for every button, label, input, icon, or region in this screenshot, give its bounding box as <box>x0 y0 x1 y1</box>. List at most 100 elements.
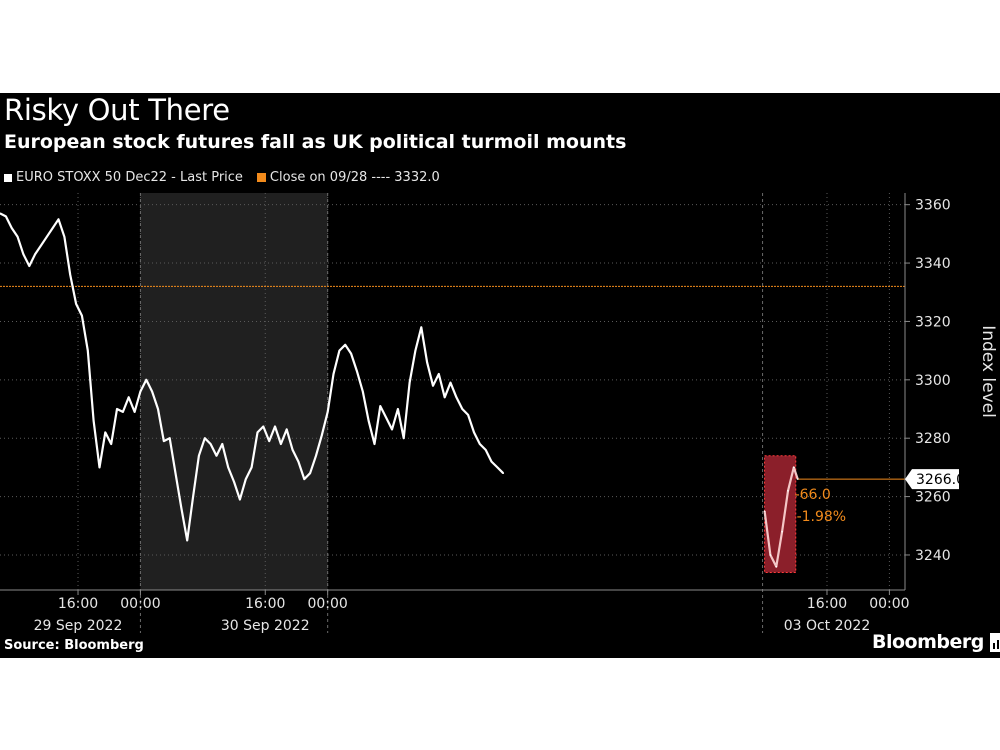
x-tick-label-4: 16:00 <box>807 596 847 612</box>
price-point-42 <box>244 478 247 480</box>
legend-label-close: Close on 09/28 ---- 3332.0 <box>269 170 440 185</box>
price-point-86 <box>502 472 505 475</box>
price-point-85 <box>496 466 499 469</box>
price-point-74 <box>432 384 434 387</box>
price-point-0 <box>0 212 1 215</box>
x-tick-label-0: 16:00 <box>58 596 98 612</box>
price-point-55 <box>321 434 323 437</box>
price-point-67 <box>391 428 393 431</box>
price-point-47 <box>274 425 276 428</box>
price-point-93 <box>796 478 799 480</box>
price-point-23 <box>133 411 136 413</box>
price-point-90 <box>781 530 783 533</box>
price-point-37 <box>215 454 218 457</box>
price-point-80 <box>467 414 469 416</box>
session-shading <box>140 193 328 590</box>
price-point-26 <box>151 390 153 393</box>
chart-card: Risky Out There European stock futures f… <box>0 93 1000 658</box>
price-point-71 <box>414 349 417 352</box>
price-point-12 <box>69 273 72 276</box>
change-percent-label: -1.98% <box>797 509 847 525</box>
price-point-53 <box>309 472 311 475</box>
price-point-44 <box>256 431 259 434</box>
price-point-41 <box>239 498 241 501</box>
last-value-tag-label: 3266.0 <box>916 472 965 488</box>
price-point-83 <box>484 449 487 451</box>
chart-subtitle: European stock futures fall as UK politi… <box>4 131 627 153</box>
price-point-16 <box>92 419 95 422</box>
price-point-46 <box>268 440 270 442</box>
price-point-69 <box>402 437 405 440</box>
price-point-25 <box>145 379 148 381</box>
source-note: Source: Bloomberg <box>4 638 144 653</box>
y-tick-label-5: 3340 <box>915 256 951 272</box>
price-point-81 <box>473 431 475 434</box>
price-point-36 <box>209 443 212 445</box>
x-date-label-1: 30 Sep 2022 <box>221 618 310 634</box>
price-point-59 <box>344 343 347 346</box>
price-point-28 <box>163 440 165 442</box>
price-point-52 <box>303 478 306 480</box>
price-point-31 <box>180 507 183 510</box>
x-tick-label-1: 00:00 <box>120 596 160 612</box>
price-point-34 <box>198 454 200 457</box>
price-point-48 <box>280 443 282 445</box>
price-point-84 <box>490 460 493 463</box>
price-point-76 <box>443 396 446 399</box>
price-point-58 <box>338 349 341 352</box>
legend-item-close: Close on 09/28 ---- 3332.0 <box>256 170 440 185</box>
price-point-14 <box>81 314 83 317</box>
y-tick-label-4: 3320 <box>915 314 951 330</box>
chart-legend: EURO STOXX 50 Dec22 - Last Price Close o… <box>4 170 454 185</box>
legend-label-last-price: EURO STOXX 50 Dec22 - Last Price <box>16 170 243 185</box>
price-point-22 <box>127 396 130 399</box>
price-point-7 <box>40 244 42 247</box>
price-point-79 <box>461 408 464 410</box>
price-point-35 <box>203 437 206 440</box>
legend-swatch-close <box>256 173 266 182</box>
price-point-2 <box>10 227 13 229</box>
price-point-21 <box>122 411 124 413</box>
price-point-49 <box>285 428 288 431</box>
brand-name: Bloomberg <box>872 631 984 653</box>
legend-swatch-last-price <box>4 173 12 182</box>
price-point-18 <box>104 431 107 434</box>
chart-title: Risky Out There <box>4 93 230 127</box>
price-point-77 <box>449 381 452 384</box>
price-point-78 <box>455 396 458 399</box>
y-tick-label-6: 3360 <box>915 198 951 214</box>
x-date-label-2: 03 Oct 2022 <box>784 618 871 634</box>
y-tick-label-1: 3260 <box>915 490 951 506</box>
price-point-73 <box>426 361 428 364</box>
price-point-3 <box>16 235 19 238</box>
price-point-15 <box>86 349 89 352</box>
price-point-66 <box>385 416 387 419</box>
price-point-60 <box>350 352 352 355</box>
price-point-9 <box>51 227 54 229</box>
price-point-17 <box>98 466 101 469</box>
x-tick-label-5: 00:00 <box>869 596 909 612</box>
price-point-1 <box>5 215 7 218</box>
x-tick-label-2: 16:00 <box>245 596 285 612</box>
price-point-10 <box>57 218 60 221</box>
legend-item-last-price: EURO STOXX 50 Dec22 - Last Price <box>4 170 243 185</box>
price-point-24 <box>139 390 142 393</box>
price-point-20 <box>116 408 118 410</box>
x-tick-label-3: 00:00 <box>307 596 347 612</box>
price-point-43 <box>250 466 253 469</box>
price-point-4 <box>22 253 25 256</box>
price-point-64 <box>373 443 376 445</box>
bloomberg-terminal-icon <box>989 632 1000 652</box>
price-point-30 <box>174 472 177 475</box>
x-date-label-0: 29 Sep 2022 <box>34 618 123 634</box>
price-point-5 <box>28 265 31 267</box>
y-tick-label-2: 3280 <box>915 431 951 447</box>
price-point-54 <box>315 454 317 457</box>
price-point-6 <box>34 253 36 256</box>
price-point-13 <box>75 303 77 305</box>
last-value-tag <box>905 469 959 490</box>
highlight-region <box>764 455 797 573</box>
y-tick-label-3: 3300 <box>915 373 951 389</box>
price-point-50 <box>291 449 294 451</box>
price-point-91 <box>787 489 789 492</box>
